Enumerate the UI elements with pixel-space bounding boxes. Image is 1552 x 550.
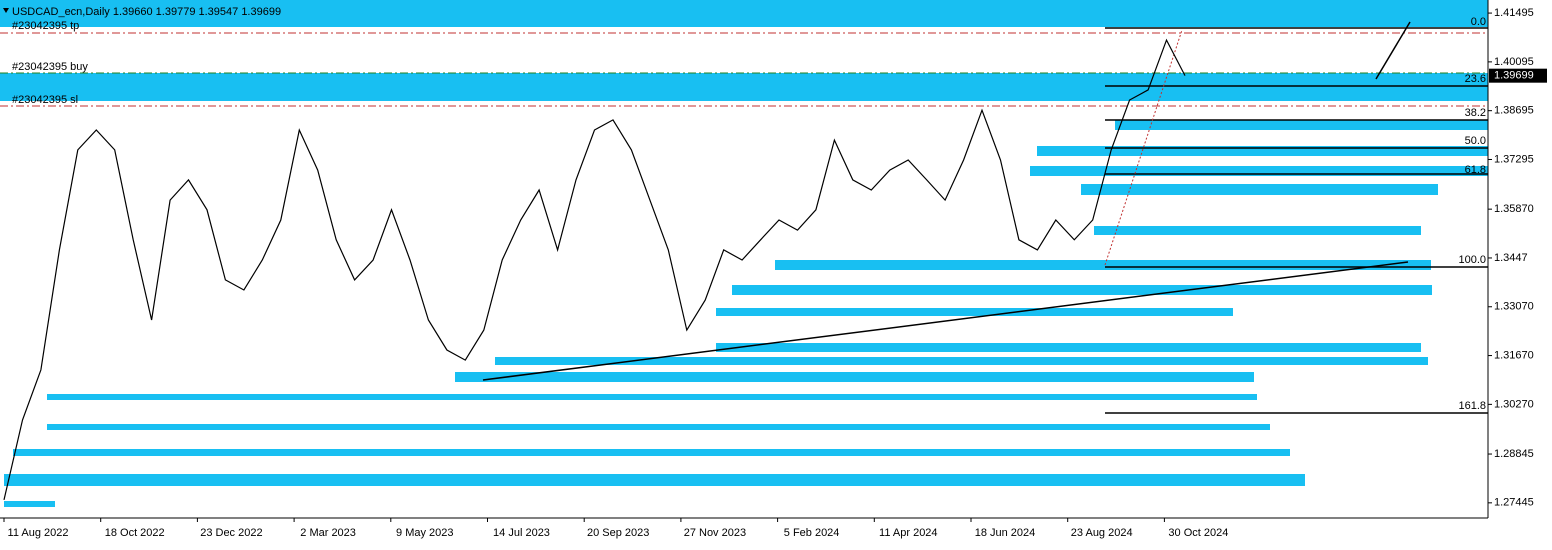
x-tick-label: 14 Jul 2023 xyxy=(493,527,550,539)
fib-label: 23.6 xyxy=(1465,73,1486,85)
x-tick-label: 18 Oct 2022 xyxy=(105,527,165,539)
x-tick-label: 20 Sep 2023 xyxy=(587,527,649,539)
y-tick-label: 1.27445 xyxy=(1494,497,1534,509)
price-line xyxy=(3,38,1186,501)
x-tick-label: 30 Oct 2024 xyxy=(1168,527,1228,539)
x-tick-label: 9 May 2023 xyxy=(396,527,453,539)
order-label: #23042395 buy xyxy=(12,61,88,73)
x-tick-label: 23 Aug 2024 xyxy=(1071,527,1133,539)
y-tick-label: 1.28845 xyxy=(1494,448,1534,460)
fib-label: 100.0 xyxy=(1458,254,1486,266)
x-tick-label: 27 Nov 2023 xyxy=(684,527,746,539)
x-tick-label: 18 Jun 2024 xyxy=(975,527,1036,539)
current-price-box xyxy=(1489,68,1547,83)
order-label: #23042395 tp xyxy=(12,20,79,32)
fib-label: 61.8 xyxy=(1465,164,1486,176)
fib-label: 50.0 xyxy=(1465,135,1486,147)
y-tick-label: 1.31670 xyxy=(1494,349,1534,361)
x-tick-label: 11 Aug 2022 xyxy=(8,527,69,539)
order-lines xyxy=(0,32,1488,107)
x-tick-label: 2 Mar 2023 xyxy=(300,527,356,539)
x-tick-label: 5 Feb 2024 xyxy=(784,527,840,539)
y-tick-label: 1.3447 xyxy=(1494,252,1528,264)
y-tick-label: 1.38695 xyxy=(1494,105,1534,117)
current-price-label: 1.39699 xyxy=(1494,70,1534,82)
fib-label: 161.8 xyxy=(1458,400,1486,412)
x-tick-label: 11 Apr 2024 xyxy=(879,527,938,539)
order-label: #23042395 sl xyxy=(12,94,78,106)
y-tick-label: 1.35870 xyxy=(1494,203,1534,215)
fib-label: 38.2 xyxy=(1465,107,1486,119)
trendlines xyxy=(482,21,1411,381)
zones xyxy=(0,0,1488,507)
chart-title: USDCAD_ecn,Daily 1.39660 1.39779 1.39547… xyxy=(12,6,281,18)
x-tick-label: 23 Dec 2022 xyxy=(200,527,262,539)
fib-lines xyxy=(1104,27,1488,414)
menu-arrow[interactable] xyxy=(3,8,9,13)
y-tick-label: 1.40095 xyxy=(1494,56,1534,68)
y-tick-label: 1.30270 xyxy=(1494,398,1534,410)
y-tick-label: 1.41495 xyxy=(1494,7,1534,19)
y-tick-label: 1.33070 xyxy=(1494,301,1534,313)
fib-label: 0.0 xyxy=(1471,16,1486,28)
y-tick-label: 1.37295 xyxy=(1494,153,1534,165)
fib-labels: 0.0 23.6 38.2 50.0 61.8 100.0 161.8 xyxy=(1458,16,1486,412)
